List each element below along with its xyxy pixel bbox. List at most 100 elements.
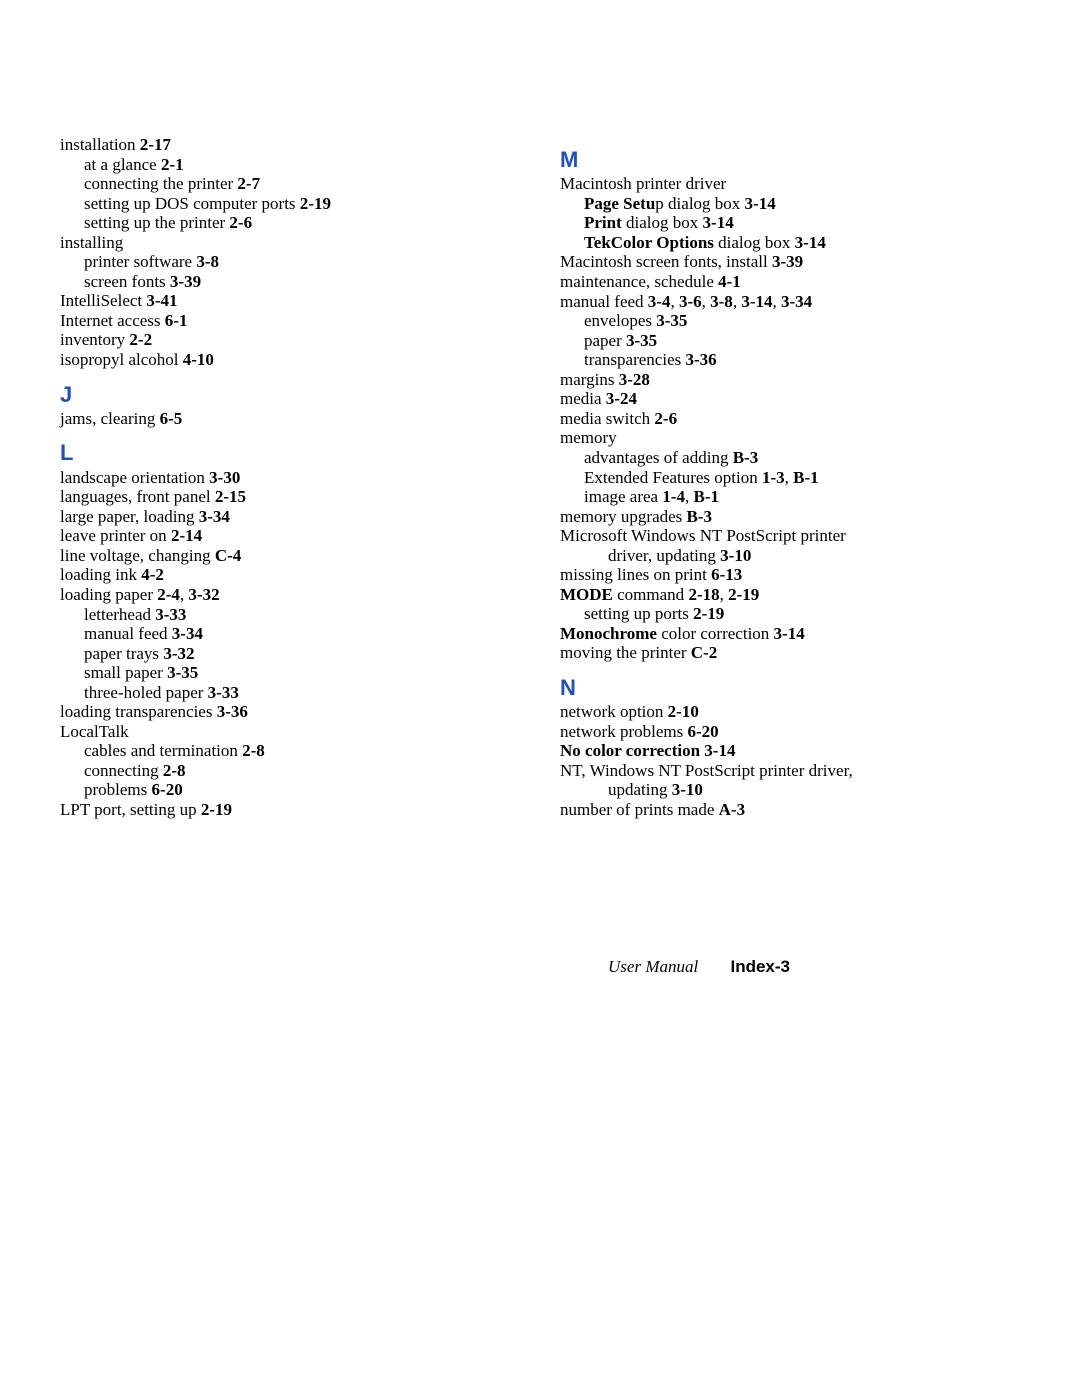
index-text: landscape orientation <box>60 468 209 487</box>
index-text: dialog box <box>622 213 703 232</box>
index-text: screen fonts <box>84 272 170 291</box>
index-entry: line voltage, changing C-4 <box>60 546 520 566</box>
index-ref: 6-5 <box>160 409 183 428</box>
index-ref: 2-14 <box>171 526 202 545</box>
index-entry: number of prints made A-3 <box>560 800 1020 820</box>
index-entry: loading paper 2-4, 3-32 <box>60 585 520 605</box>
index-entry: image area 1-4, B-1 <box>560 487 1020 507</box>
index-ref: MODE <box>560 585 613 604</box>
index-columns: installation 2-17at a glance 2-1 connecti… <box>60 135 1020 820</box>
index-left-column: installation 2-17at a glance 2-1 connecti… <box>60 135 520 820</box>
index-text: three-holed paper <box>84 683 208 702</box>
index-entry: Macintosh screen fonts, install 3-39 <box>560 252 1020 272</box>
index-ref: 3-32 <box>188 585 219 604</box>
index-entry: updating 3-10 <box>560 780 1020 800</box>
index-ref: 3-14 <box>703 213 734 232</box>
index-entry: memory upgrades B-3 <box>560 507 1020 527</box>
index-text: updating <box>608 780 672 799</box>
index-text: , <box>670 292 679 311</box>
index-ref: 3-6 <box>679 292 702 311</box>
index-ref: 2-8 <box>163 761 186 780</box>
index-ref: B-1 <box>694 487 720 506</box>
index-text: Microsoft Windows NT PostScript printer <box>560 526 846 545</box>
index-ref: B-3 <box>687 507 713 526</box>
index-ref: C-2 <box>691 643 717 662</box>
index-entry: Internet access 6-1 <box>60 311 520 331</box>
index-ref: 1-3 <box>762 468 785 487</box>
index-entry: NT, Windows NT PostScript printer driver… <box>560 761 1020 781</box>
index-text: loading transparencies <box>60 702 217 721</box>
index-ref: 2-19 <box>201 800 232 819</box>
index-entry: LPT port, setting up 2-19 <box>60 800 520 820</box>
index-text: network problems <box>560 722 687 741</box>
index-entry: three-holed paper 3-33 <box>60 683 520 703</box>
index-text: , <box>702 292 711 311</box>
index-text: inventory <box>60 330 129 349</box>
index-entry: small paper 3-35 <box>60 663 520 683</box>
index-section-letter: N <box>560 675 1020 700</box>
index-text: , <box>785 468 794 487</box>
index-ref: 3-34 <box>781 292 812 311</box>
index-ref: C-4 <box>215 546 241 565</box>
index-text: leave printer on <box>60 526 171 545</box>
index-ref: 3-10 <box>720 546 751 565</box>
index-text: transparencies <box>584 350 685 369</box>
index-entry: memory <box>560 428 1020 448</box>
index-text: manual feed <box>560 292 648 311</box>
index-ref: 3-33 <box>155 605 186 624</box>
index-text: setting up the printer <box>84 213 229 232</box>
index-ref: 2-7 <box>237 174 260 193</box>
index-text: paper trays <box>84 644 163 663</box>
index-section-letter: L <box>60 440 520 465</box>
index-text: letterhead <box>84 605 155 624</box>
index-ref: 3-8 <box>196 252 219 271</box>
index-ref: 2-2 <box>129 330 152 349</box>
index-ref: 3-4 <box>648 292 671 311</box>
index-ref: 3-10 <box>672 780 703 799</box>
index-text: command <box>613 585 689 604</box>
index-ref: 2-19 <box>728 585 759 604</box>
index-ref: TekColor Options <box>584 233 714 252</box>
index-entry: network problems 6-20 <box>560 722 1020 742</box>
index-text: cables and termination <box>84 741 242 760</box>
index-ref: 2-19 <box>693 604 724 623</box>
index-entry: media switch 2-6 <box>560 409 1020 429</box>
index-entry: screen fonts 3-39 <box>60 272 520 292</box>
index-ref: 4-2 <box>141 565 164 584</box>
index-text: Macintosh screen fonts, install <box>560 252 772 271</box>
index-ref: 6-1 <box>165 311 188 330</box>
index-text: installing <box>60 233 123 252</box>
index-entry: advantages of adding B-3 <box>560 448 1020 468</box>
index-ref: 6-13 <box>711 565 742 584</box>
index-text: at a glance <box>84 155 161 174</box>
index-text: moving the printer <box>560 643 691 662</box>
index-ref: 2-19 <box>300 194 331 213</box>
index-text: memory <box>560 428 617 447</box>
index-ref: 2-15 <box>215 487 246 506</box>
index-entry: jams, clearing 6-5 <box>60 409 520 429</box>
index-ref: 2-6 <box>654 409 677 428</box>
index-entry: loading transparencies 3-36 <box>60 702 520 722</box>
index-entry: No color correction 3-14 <box>560 741 1020 761</box>
index-entry: installation 2-17 <box>60 135 520 155</box>
index-ref: 3-35 <box>656 311 687 330</box>
index-text: p dialog box <box>655 194 744 213</box>
index-entry: cables and termination 2-8 <box>60 741 520 761</box>
index-text: problems <box>84 780 152 799</box>
index-entry: maintenance, schedule 4-1 <box>560 272 1020 292</box>
index-text: media <box>560 389 606 408</box>
index-entry: setting up DOS computer ports 2-19 <box>60 194 520 214</box>
index-entry: at a glance 2-1 <box>60 155 520 175</box>
index-text: jams, clearing <box>60 409 160 428</box>
index-text: paper <box>584 331 626 350</box>
index-ref: 2-17 <box>140 135 171 154</box>
index-ref: Page Setu <box>584 194 655 213</box>
index-text: connecting <box>84 761 163 780</box>
index-text: memory upgrades <box>560 507 687 526</box>
index-ref: 2-18 <box>688 585 719 604</box>
index-text: manual feed <box>84 624 172 643</box>
index-entry: leave printer on 2-14 <box>60 526 520 546</box>
index-entry: large paper, loading 3-34 <box>60 507 520 527</box>
index-ref: 3-34 <box>172 624 203 643</box>
index-entry: languages, front panel 2-15 <box>60 487 520 507</box>
